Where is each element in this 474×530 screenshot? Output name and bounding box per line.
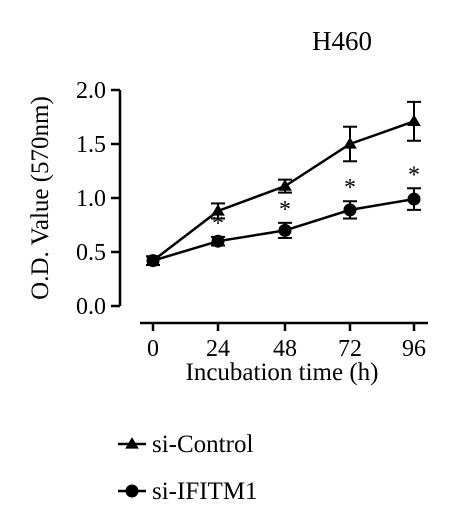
x-tick-label: 24: [206, 336, 230, 362]
x-tick-label: 72: [338, 336, 362, 362]
y-axis-label: O.D. Value (570nm): [27, 96, 54, 300]
data-point: [211, 204, 225, 216]
legend-marker: [125, 484, 139, 498]
series-si-IFITM1: [146, 187, 421, 268]
data-point: [278, 179, 292, 191]
y-tick-label: 0.0: [76, 294, 106, 320]
y-tick-label: 1.5: [76, 132, 106, 158]
x-tick-label: 0: [147, 336, 159, 362]
data-point: [343, 137, 357, 149]
data-point: [278, 223, 292, 237]
chart-title: H460: [312, 26, 372, 56]
data-point: [343, 203, 357, 217]
legend: si-Control si-IFITM1: [118, 431, 258, 505]
significance-marker: *: [408, 162, 420, 188]
x-axis-label: Incubation time (h): [186, 359, 379, 386]
significance-marker: *: [212, 211, 224, 237]
data-point: [146, 254, 160, 268]
axes: 0.0 0.5 1.0 1.5 2.0 0 24 48 72 96: [76, 78, 428, 362]
legend-marker: [125, 437, 139, 449]
significance-marker: *: [279, 197, 291, 223]
y-tick-label: 1.0: [76, 186, 106, 212]
y-tick-label: 2.0: [76, 78, 106, 104]
legend-label: si-Control: [152, 431, 253, 458]
series-si-Control: [146, 100, 421, 266]
data-point: [407, 192, 421, 206]
plot-area: * * * *: [146, 100, 421, 268]
series-line: [152, 120, 415, 262]
x-tick-label: 48: [273, 336, 297, 362]
y-tick-label: 0.5: [76, 240, 106, 266]
significance-marker: *: [344, 175, 356, 201]
legend-label: si-IFITM1: [152, 478, 258, 505]
x-tick-label: 96: [402, 336, 426, 362]
data-point: [211, 234, 225, 248]
data-point: [407, 114, 421, 126]
